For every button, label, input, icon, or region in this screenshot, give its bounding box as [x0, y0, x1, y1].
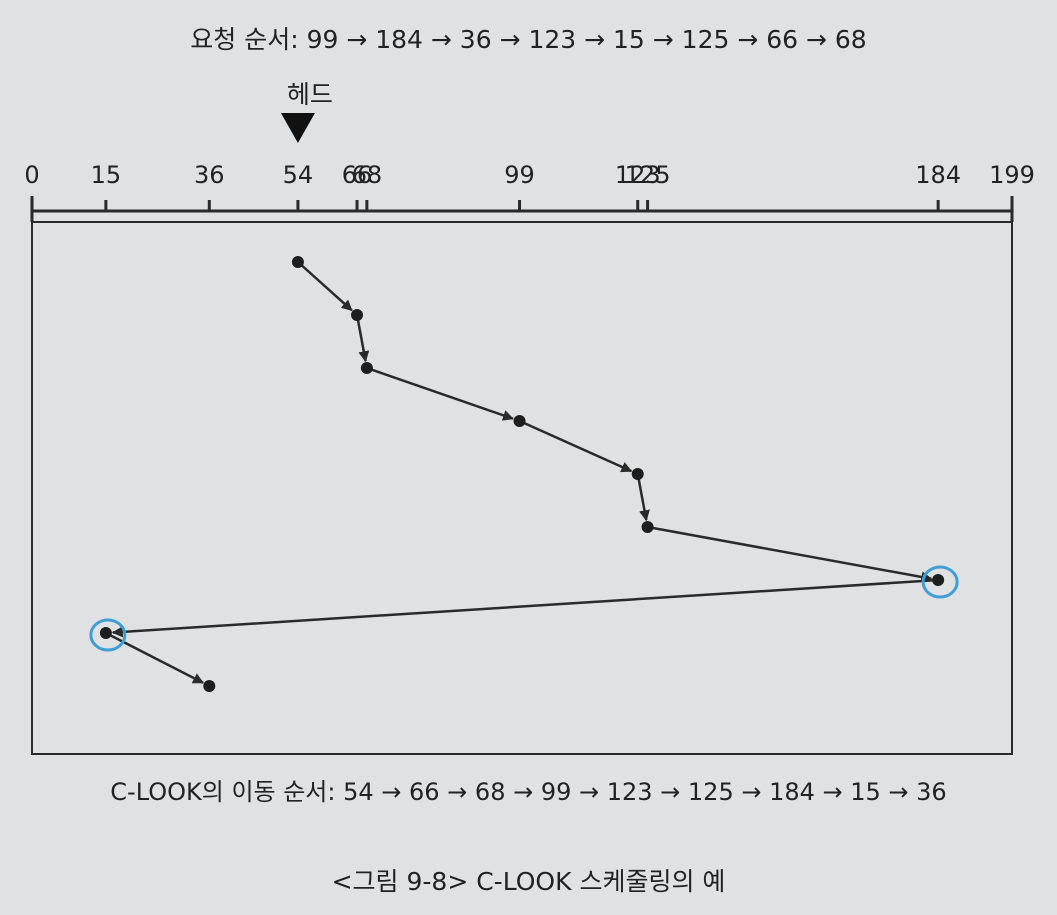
tick-label: 0: [24, 161, 39, 189]
request-order-text: 요청 순서: 99 → 184 → 36 → 123 → 15 → 125 → …: [190, 25, 867, 54]
seek-point: [641, 521, 654, 533]
seek-arrow: [111, 578, 939, 638]
highlight-circle: [89, 618, 127, 652]
highlight-circle: [921, 565, 959, 599]
seek-point: [99, 627, 112, 639]
move-order-text: C-LOOK의 이동 순서: 54 → 66 → 68 → 99 → 123 →…: [110, 778, 947, 806]
seek-points: [89, 256, 959, 692]
seek-arrow: [519, 419, 633, 473]
tick-label: 68: [352, 161, 383, 189]
tick-label: 199: [989, 161, 1035, 189]
seek-arrow: [297, 261, 353, 312]
tick-label: 125: [625, 161, 671, 189]
head-label: 헤드: [287, 80, 333, 109]
seek-arrow: [355, 314, 370, 363]
seek-arrow: [105, 631, 205, 684]
figure-caption: <그림 9-8> C-LOOK 스케줄링의 예: [331, 867, 726, 896]
seek-point: [360, 362, 373, 374]
tick-label: 66: [342, 161, 373, 189]
seek-point: [203, 680, 216, 692]
plot-frame: [31, 221, 1013, 755]
seek-arrow: [647, 525, 933, 583]
seek-point: [631, 468, 644, 480]
seek-path: [105, 261, 939, 684]
tick-label: 184: [915, 161, 961, 189]
tick-label: 36: [194, 161, 225, 189]
tick-label: 123: [615, 161, 661, 189]
head-marker-icon: [280, 113, 315, 143]
seek-arrow: [366, 366, 514, 421]
seek-point: [351, 309, 364, 321]
seek-arrow: [636, 473, 650, 522]
tick-label: 99: [504, 161, 535, 189]
seek-point: [932, 574, 945, 586]
seek-point: [291, 256, 304, 268]
tick-label: 54: [283, 161, 314, 189]
seek-point: [513, 415, 526, 427]
tick-label: 15: [91, 161, 122, 189]
